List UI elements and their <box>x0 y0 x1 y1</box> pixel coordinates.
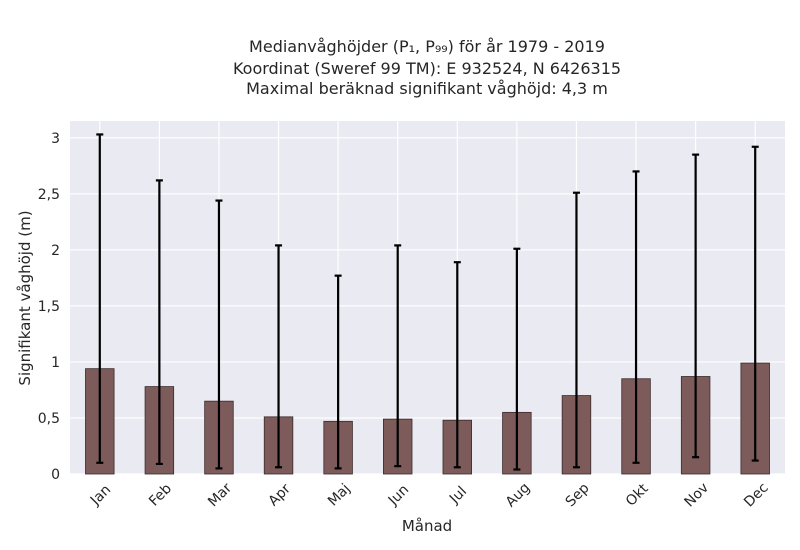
error-bar-jun <box>394 244 402 468</box>
y-tick-label: 2 <box>51 243 60 259</box>
x-tick-label-okt: Okt <box>623 480 652 509</box>
error-bar-feb <box>155 179 163 466</box>
x-tick-label-nov: Nov <box>681 480 712 511</box>
chart-title: Medianvåghöjder (P₁, P₉₉) för år 1979 - … <box>233 37 621 98</box>
error-bar-aug <box>513 247 521 471</box>
error-bar-apr <box>275 244 283 469</box>
error-bar-jan <box>96 133 104 464</box>
y-tick-label: 0,5 <box>38 411 60 427</box>
x-tick-label-aug: Aug <box>503 480 534 511</box>
x-tick-label-mar: Mar <box>205 480 235 510</box>
error-bar-okt <box>632 170 640 464</box>
error-bar-maj <box>334 274 342 470</box>
y-tick-labels: 0 0,5 1 1,5 2 2,5 3 <box>38 131 60 483</box>
error-bar-nov <box>692 153 700 459</box>
title-line-3: Maximal beräknad signifikant våghöjd: 4,… <box>246 79 608 98</box>
x-axis-label: Månad <box>402 517 452 535</box>
x-tick-label-jan: Jan <box>87 482 114 509</box>
x-tick-label-jul: Jul <box>446 484 470 508</box>
error-bars <box>96 133 759 471</box>
y-axis-label: Signifikant våghöjd (m) <box>16 210 34 385</box>
x-tick-label-sep: Sep <box>563 480 593 510</box>
plot-area <box>70 121 785 474</box>
title-line-2: Koordinat (Sweref 99 TM): E 932524, N 64… <box>233 59 621 78</box>
x-tick-label-jun: Jun <box>385 482 412 509</box>
error-bar-mar <box>215 199 223 470</box>
error-bar-jul <box>453 261 461 469</box>
x-tick-label-dec: Dec <box>741 480 771 510</box>
y-tick-label: 1,5 <box>38 299 60 315</box>
x-tick-label-maj: Maj <box>325 481 354 510</box>
x-tick-labels: Jan Feb Mar Apr Maj Jun Jul Aug Sep Okt Nov Dec <box>87 480 772 511</box>
x-tick-label-apr: Apr <box>265 481 294 510</box>
title-line-1: Medianvåghöjder (P₁, P₉₉) för år 1979 - … <box>249 37 605 56</box>
error-bar-dec <box>751 145 759 462</box>
y-tick-label: 3 <box>51 131 60 147</box>
y-tick-label: 1 <box>51 355 60 371</box>
error-bar-sep <box>572 191 580 469</box>
y-tick-label: 0 <box>51 467 60 483</box>
y-tick-label: 2,5 <box>38 187 60 203</box>
x-tick-label-feb: Feb <box>146 481 175 510</box>
